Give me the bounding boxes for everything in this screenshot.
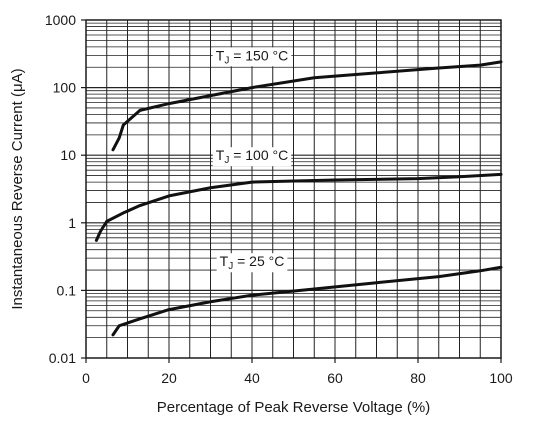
curve-label-2: TJ = 25 °C [220, 253, 285, 272]
y-axis-title: Instantaneous Reverse Current (μA) [9, 68, 26, 309]
x-axis-title: Percentage of Peak Reverse Voltage (%) [157, 399, 431, 416]
x-tick-label: 40 [244, 370, 260, 386]
curve-1 [94, 172, 503, 242]
curve-label-bg-0 [212, 47, 292, 67]
curves [94, 60, 503, 337]
x-tick-label: 60 [327, 370, 343, 386]
curve-label-0: TJ = 150 °C [216, 47, 288, 66]
grid-lines [86, 20, 501, 358]
y-tick-label: 0.01 [49, 350, 76, 366]
x-tick-label: 0 [82, 370, 90, 386]
curve-labels: TJ = 150 °C TJ = 100 °C TJ = 25 °C [212, 47, 292, 273]
y-tick-label: 1 [68, 215, 76, 231]
y-tick-label: 10 [60, 147, 76, 163]
x-tick-label: 20 [161, 370, 177, 386]
x-tick-label: 100 [489, 370, 513, 386]
y-tick-label: 100 [53, 80, 77, 96]
y-axis-ticks: 0.01 0.1 1 10 100 1000 [45, 12, 86, 366]
curve-label-bg-1 [212, 147, 292, 167]
x-tick-label: 80 [410, 370, 426, 386]
curve-2 [111, 265, 503, 337]
curve-0 [111, 60, 503, 152]
curve-label-1: TJ = 100 °C [216, 147, 288, 166]
plot-area-frame [85, 19, 502, 359]
curve-label-bg-2 [216, 253, 288, 273]
y-tick-label: 0.1 [57, 282, 77, 298]
x-axis-ticks: 0 20 40 60 80 100 [82, 358, 513, 386]
y-tick-label: 1000 [45, 12, 76, 28]
